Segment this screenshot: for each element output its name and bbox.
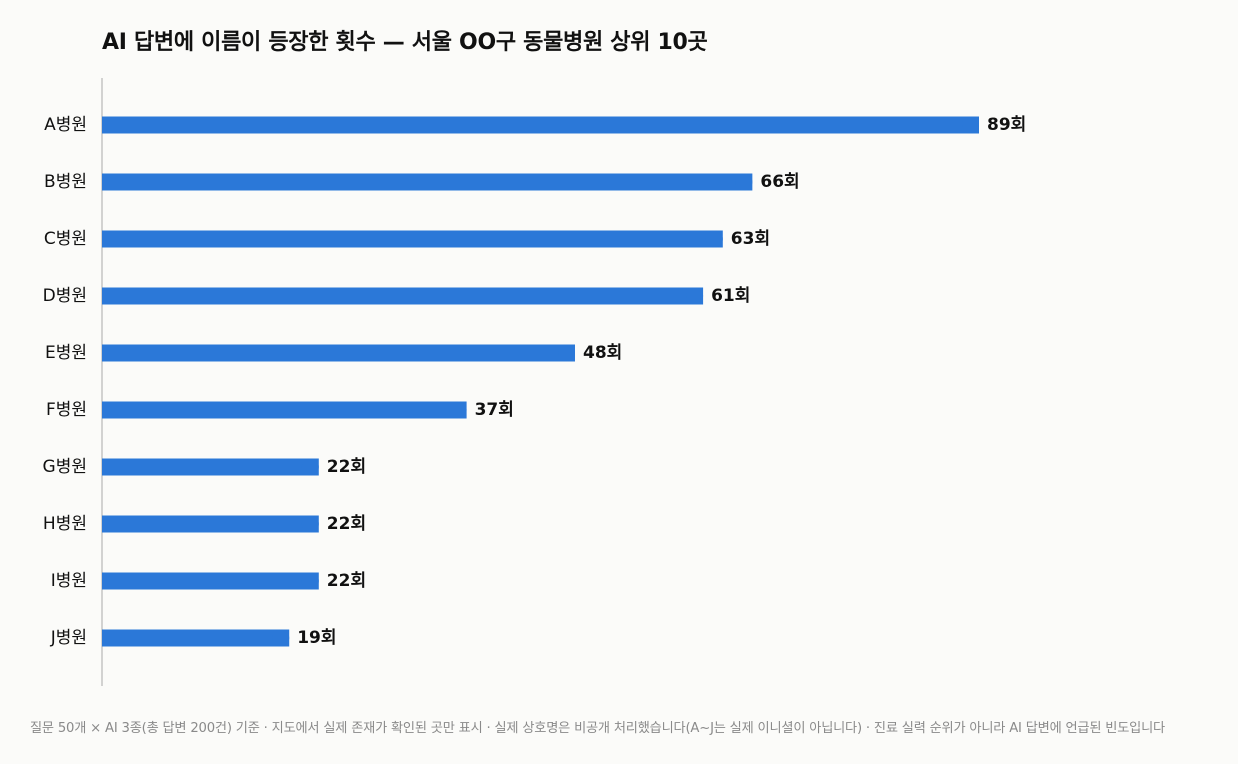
value-label: 22회	[327, 457, 366, 477]
value-label: 89회	[987, 115, 1026, 135]
category-label: F병원	[46, 400, 87, 420]
bar	[102, 401, 467, 419]
category-label: H병원	[43, 514, 87, 534]
category-label: B병원	[44, 172, 87, 192]
category-label: A병원	[44, 115, 87, 135]
bar	[102, 287, 704, 305]
bar-end-cap	[686, 287, 704, 305]
category-label: C병원	[44, 229, 87, 249]
bar	[102, 629, 290, 647]
category-label: I병원	[51, 571, 87, 591]
bar-end-cap	[962, 116, 979, 134]
bar-end-cap	[557, 344, 575, 362]
bar	[102, 116, 979, 134]
value-label: 19회	[297, 628, 336, 648]
bar-end-cap	[301, 572, 319, 590]
category-label: J병원	[50, 628, 87, 648]
bar-end-cap	[301, 458, 319, 476]
value-label: 61회	[711, 286, 750, 306]
bar	[102, 515, 319, 533]
bar	[102, 344, 575, 362]
bar	[102, 230, 723, 248]
value-label: 63회	[731, 229, 770, 249]
category-label: D병원	[43, 286, 87, 306]
footnote: 질문 50개 × AI 3종(총 답변 200건) 기준 · 지도에서 실제 존…	[30, 721, 1165, 736]
bar-end-cap	[301, 515, 319, 533]
bar	[102, 458, 319, 476]
bar-end-cap	[449, 401, 467, 419]
bar-end-cap	[705, 230, 723, 248]
value-label: 48회	[583, 343, 622, 363]
value-label: 37회	[475, 400, 514, 420]
bar-end-cap	[272, 629, 290, 647]
bar-end-cap	[735, 173, 753, 191]
value-label: 22회	[327, 571, 366, 591]
chart-title: AI 답변에 이름이 등장한 횟수 — 서울 OO구 동물병원 상위 10곳	[102, 30, 708, 55]
bars-group: A병원 89회 B병원 66회 C병원 63회 D병원 61회 E병원 48회 F병원 37회 G병원 2…	[43, 115, 1027, 648]
bar	[102, 173, 753, 191]
bar	[102, 572, 319, 590]
category-label: E병원	[45, 343, 87, 363]
value-label: 22회	[327, 514, 366, 534]
category-label: G병원	[43, 457, 87, 477]
value-label: 66회	[760, 172, 799, 192]
